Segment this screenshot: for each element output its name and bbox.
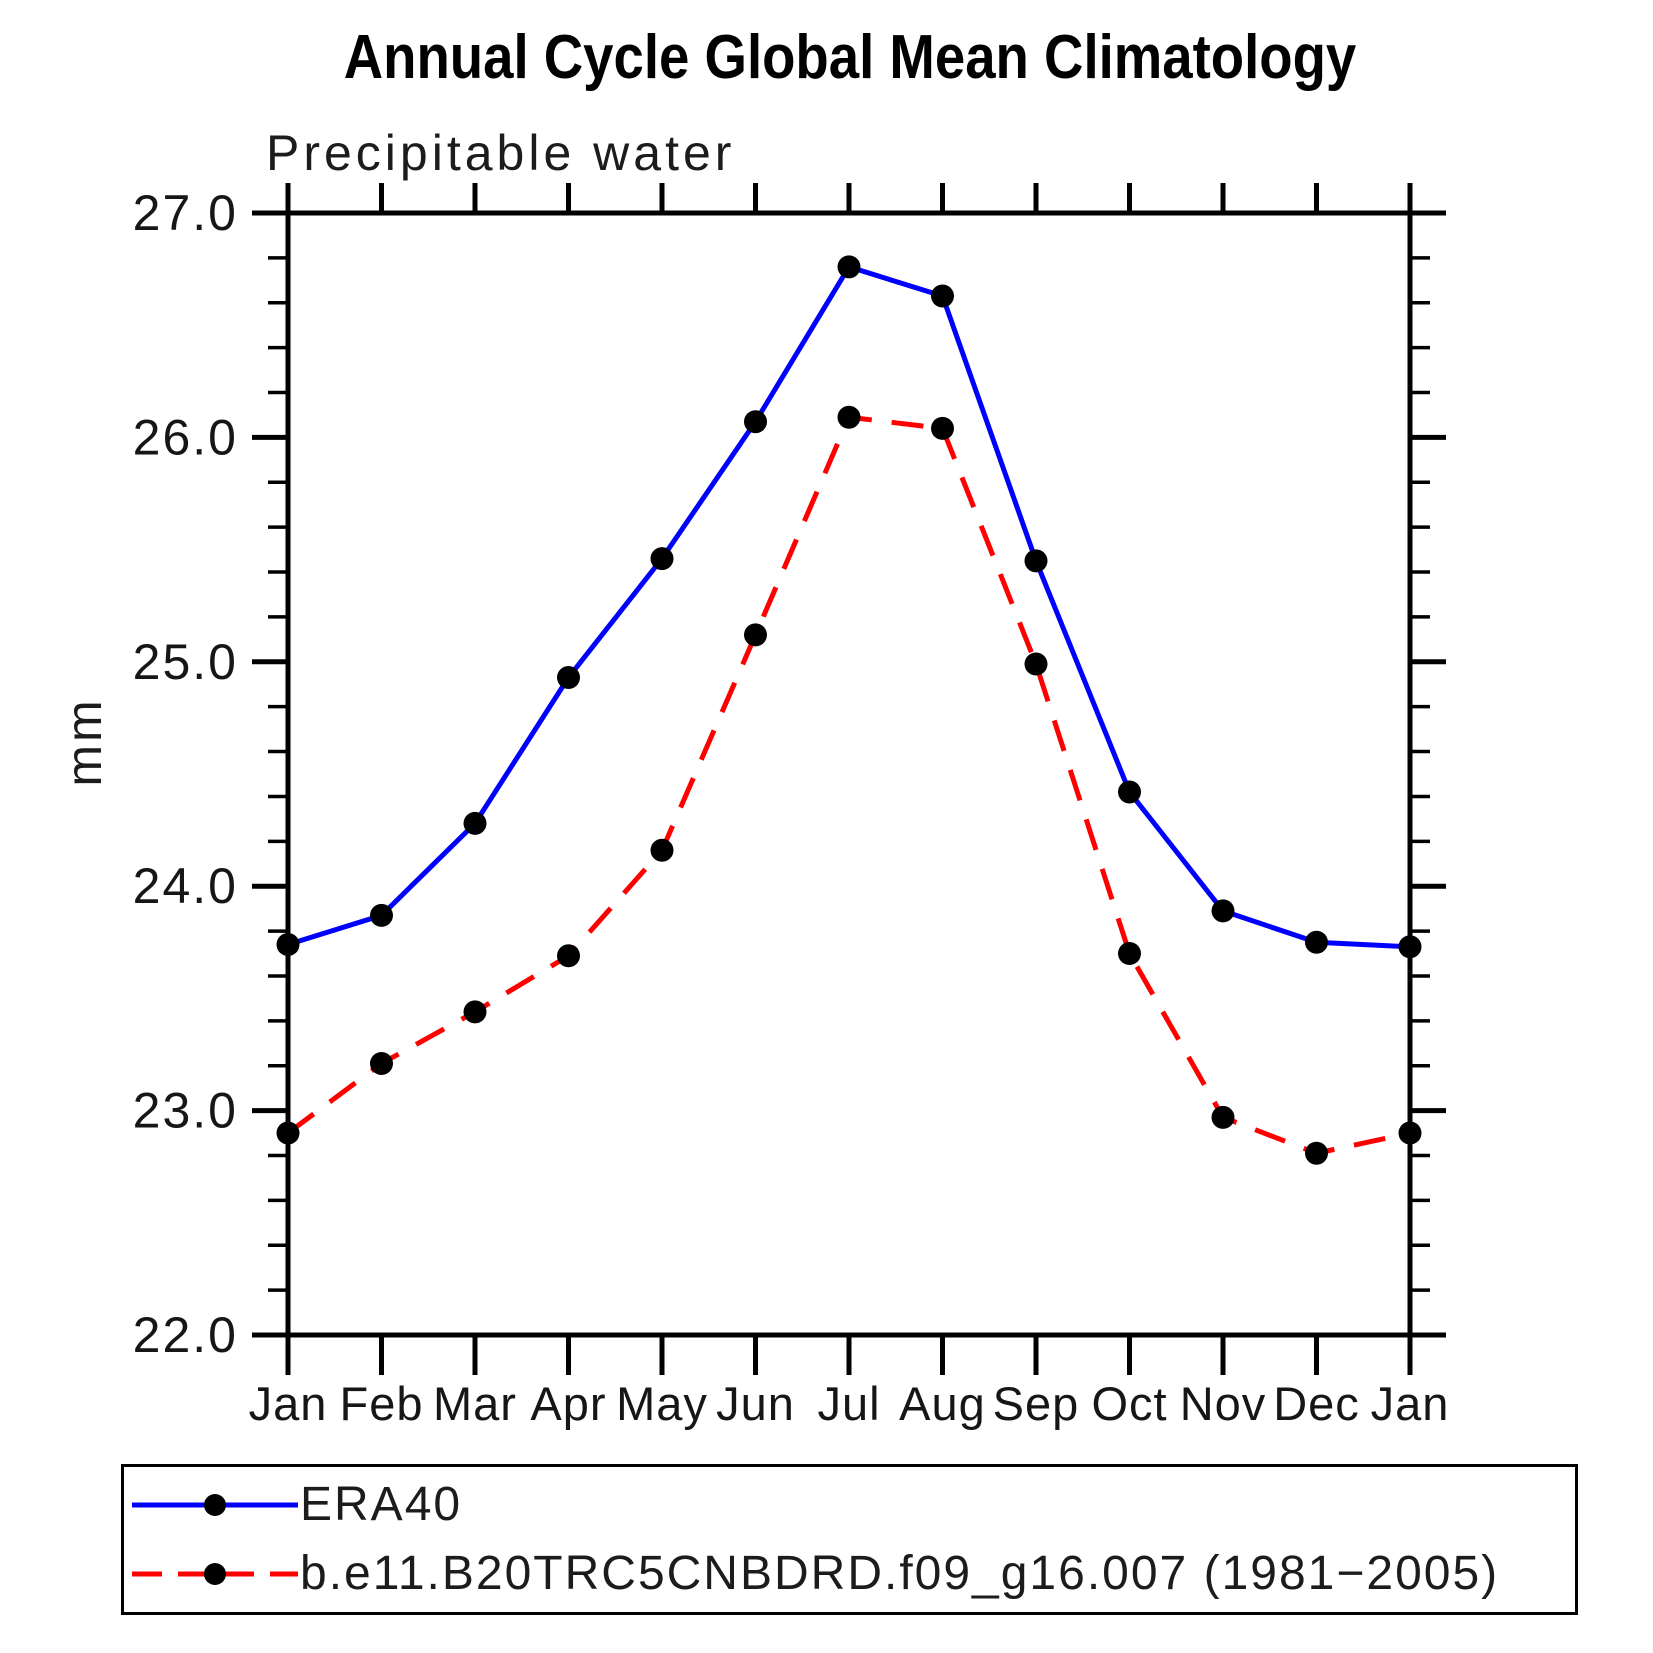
data-point-series-1 bbox=[557, 944, 580, 968]
data-point-series-0 bbox=[463, 811, 487, 835]
x-tick-label: Dec bbox=[1273, 1377, 1360, 1430]
model-swatch-marker-dot bbox=[204, 1562, 226, 1585]
data-point-series-0 bbox=[837, 255, 861, 279]
x-tick-label: Nov bbox=[1180, 1377, 1267, 1430]
data-point-series-0 bbox=[276, 933, 300, 957]
chart-subtitle: Precipitable water bbox=[266, 125, 736, 181]
x-tick-label: Apr bbox=[530, 1377, 606, 1430]
data-point-series-0 bbox=[1024, 549, 1048, 573]
chart-title: Annual Cycle Global Mean Climatology bbox=[343, 23, 1357, 92]
y-tick-label: 27.0 bbox=[133, 185, 238, 241]
data-point-series-0 bbox=[931, 284, 954, 308]
x-tick-label: Feb bbox=[340, 1377, 424, 1430]
legend-label-model: b.e11.B20TRC5CNBDRD.f09_g16.007 (1981−20… bbox=[300, 1546, 1500, 1600]
y-tick-label: 22.0 bbox=[133, 1307, 238, 1363]
data-point-series-0 bbox=[1305, 930, 1328, 954]
data-point-series-0 bbox=[370, 903, 393, 927]
legend-item-model: b.e11.B20TRC5CNBDRD.f09_g16.007 (1981−20… bbox=[124, 1544, 1575, 1604]
data-point-series-1 bbox=[463, 1000, 487, 1024]
data-point-series-1 bbox=[650, 838, 674, 862]
data-point-series-1 bbox=[1118, 942, 1141, 966]
legend-label-era40: ERA40 bbox=[300, 1478, 463, 1532]
data-point-series-0 bbox=[744, 410, 767, 434]
data-point-series-1 bbox=[276, 1121, 300, 1145]
legend: ERA40 b.e11.B20TRC5CNBDRD.f09_g16.007 (1… bbox=[121, 1464, 1578, 1615]
data-point-series-0 bbox=[1118, 780, 1141, 804]
x-tick-label: Jan bbox=[1371, 1377, 1450, 1430]
y-tick-label: 26.0 bbox=[133, 409, 238, 465]
x-tick-label: Jul bbox=[817, 1377, 880, 1430]
era40-line-swatch bbox=[132, 1494, 298, 1517]
y-tick-label: 25.0 bbox=[133, 634, 238, 690]
data-point-series-1 bbox=[1305, 1141, 1328, 1165]
axis-frame bbox=[285, 210, 1413, 1338]
model-line-swatch bbox=[132, 1562, 298, 1585]
series-line-1 bbox=[286, 414, 1411, 1156]
data-point-series-0 bbox=[1398, 935, 1422, 959]
x-tick-label: Sep bbox=[993, 1377, 1080, 1430]
data-point-series-1 bbox=[837, 405, 861, 429]
y-tick-label: 24.0 bbox=[133, 858, 238, 914]
era40-swatch-marker-dot bbox=[204, 1494, 226, 1517]
legend-item-era40: ERA40 bbox=[124, 1475, 1575, 1535]
data-point-series-1 bbox=[744, 623, 767, 647]
data-point-series-1 bbox=[370, 1051, 393, 1075]
data-point-series-0 bbox=[650, 547, 674, 571]
x-tick-label: May bbox=[616, 1377, 708, 1430]
x-tick-label: Oct bbox=[1091, 1377, 1167, 1430]
x-tick-label: Jun bbox=[716, 1377, 795, 1430]
data-point-series-0 bbox=[1211, 899, 1235, 923]
data-point-series-1 bbox=[931, 416, 954, 440]
data-point-series-1 bbox=[1211, 1105, 1235, 1129]
y-tick-label: 23.0 bbox=[133, 1083, 238, 1139]
x-tick-label: Aug bbox=[899, 1377, 986, 1430]
data-point-series-1 bbox=[1398, 1121, 1422, 1145]
series-line-0 bbox=[287, 263, 1411, 950]
x-tick-label: Jan bbox=[249, 1377, 328, 1430]
x-tick-label: Mar bbox=[433, 1377, 517, 1430]
data-point-series-0 bbox=[557, 666, 580, 690]
data-point-series-1 bbox=[1024, 652, 1048, 676]
